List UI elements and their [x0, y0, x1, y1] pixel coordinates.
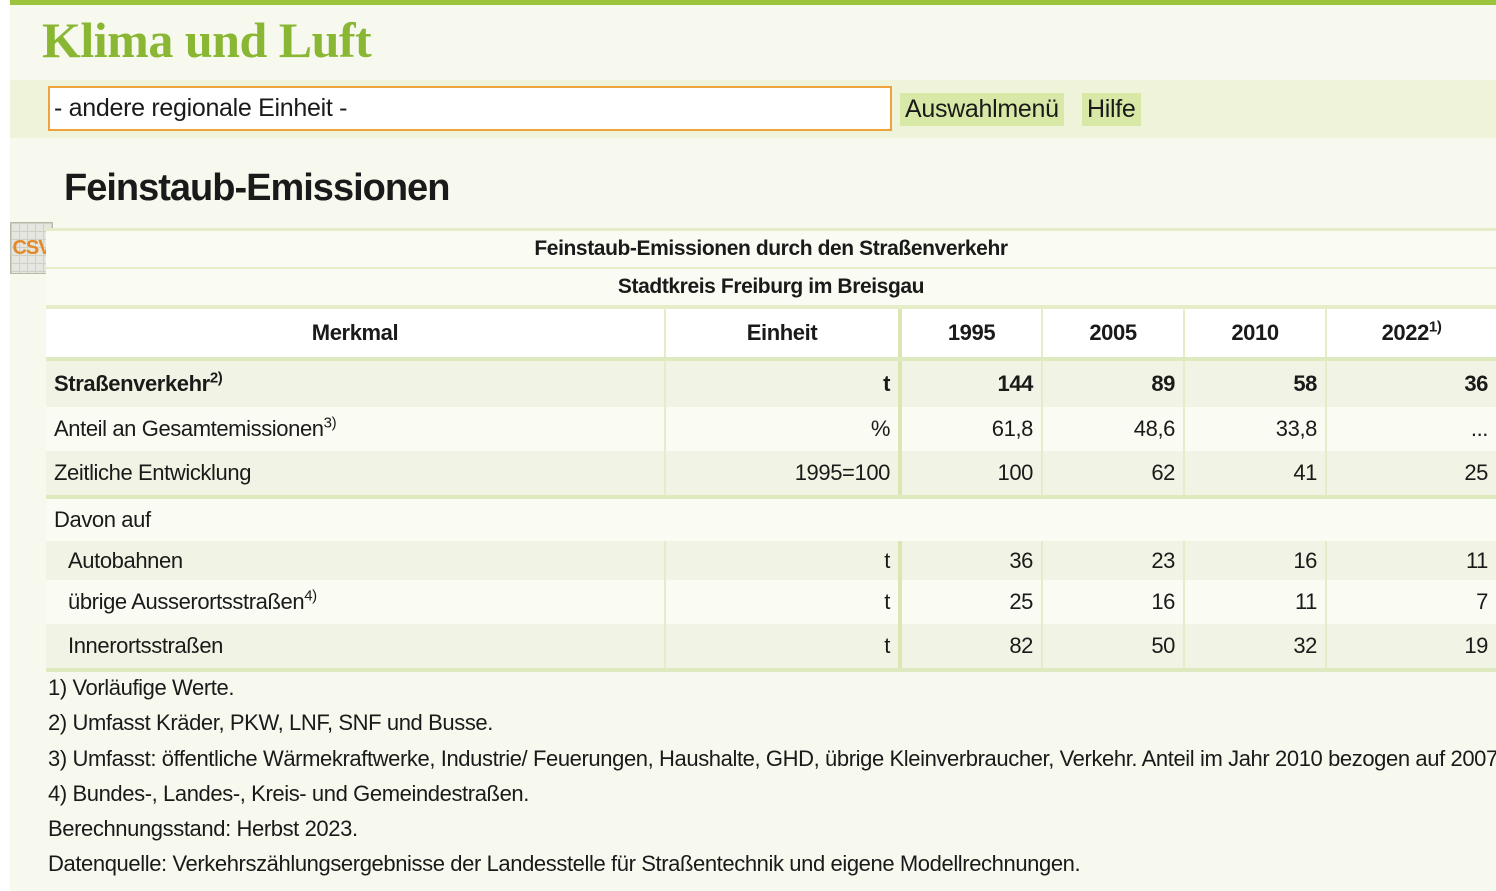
- cell: 82: [898, 624, 1042, 672]
- column-header: 20221): [1324, 305, 1496, 361]
- footnote: 4) Bundes-, Landes-, Kreis- und Gemeinde…: [48, 780, 529, 806]
- cell: 36: [898, 541, 1042, 580]
- cell: 23: [1041, 541, 1184, 580]
- cell: t: [664, 580, 900, 624]
- table-row: Straßenverkehr2) t 144 89 58 36: [46, 359, 1496, 407]
- cell: 32: [1183, 624, 1326, 672]
- cell-text: Zeitliche Entwicklung: [54, 460, 252, 485]
- table-row: Zeitliche Entwicklung 1995=100 100 62 41 25: [46, 451, 1496, 499]
- column-header: 2005: [1041, 305, 1184, 361]
- cell: 11: [1324, 541, 1496, 580]
- section-title: Feinstaub-Emissionen: [64, 167, 450, 209]
- cell-text: übrige Ausserortsstraßen: [68, 589, 305, 614]
- page-frame: Klima und Luft - andere regionale Einhei…: [10, 0, 1496, 891]
- cell: 19: [1324, 624, 1496, 672]
- footnote: 1) Vorläufige Werte.: [48, 675, 235, 700]
- row-label: übrige Ausserortsstraßen4): [46, 580, 665, 624]
- row-label: Davon auf: [46, 497, 1496, 541]
- footnotes: 1) Vorläufige Werte. 2) Umfasst Kräder, P…: [48, 670, 1496, 882]
- footnote-ref: 4): [304, 587, 317, 605]
- cell: 16: [1183, 541, 1326, 580]
- cell: 16: [1041, 580, 1184, 624]
- footnote-ref: 3): [323, 414, 337, 432]
- column-header: 1995: [898, 305, 1042, 361]
- row-label: Anteil an Gesamtemissionen3): [46, 407, 665, 451]
- cell-text: Merkmal: [311, 320, 399, 345]
- cell: 100: [898, 451, 1042, 499]
- cell: 41: [1183, 451, 1326, 499]
- cell: 144: [898, 359, 1042, 407]
- cell: %: [664, 407, 900, 451]
- table-row: Innerortsstraßen t 82 50 32 19: [46, 624, 1496, 672]
- cell: 62: [1041, 451, 1184, 499]
- page-title: Klima und Luft: [42, 12, 372, 68]
- toolbar: - andere regionale Einheit - Auswahlmenü…: [10, 80, 1496, 138]
- footnote: Datenquelle: Verkehrszählungsergebnisse …: [48, 851, 1081, 877]
- cell-text: Davon auf: [54, 507, 151, 532]
- row-label: Innerortsstraßen: [46, 624, 665, 672]
- table-row: übrige Ausserortsstraßen4) t 25 16 11 7: [46, 580, 1496, 624]
- cell-text: 1995: [947, 320, 996, 345]
- cell: t: [664, 541, 900, 580]
- cell: 25: [1324, 451, 1496, 499]
- cell: 48,6: [1041, 407, 1184, 451]
- column-header: Merkmal: [46, 305, 665, 361]
- footnote-ref: 1): [1428, 318, 1442, 336]
- cell: 50: [1041, 624, 1184, 672]
- cell-text: 2022: [1381, 320, 1430, 345]
- cell: 58: [1183, 359, 1326, 407]
- footnote: 2) Umfasst Kräder, PKW, LNF, SNF und Bus…: [48, 710, 493, 736]
- cell: 11: [1183, 580, 1326, 624]
- caption: Feinstaub-Emissionen durch den Straßenve…: [46, 228, 1496, 269]
- caption-row: Feinstaub-Emissionen durch den Straßenve…: [46, 228, 1496, 269]
- data-table: Feinstaub-Emissionen durch den Straßenve…: [46, 228, 1496, 672]
- cell: ...: [1324, 407, 1496, 451]
- cell-text: Innerortsstraßen: [68, 633, 224, 658]
- help-button[interactable]: Hilfe: [1082, 93, 1141, 126]
- footnote: Berechnungsstand: Herbst 2023.: [48, 816, 358, 842]
- cell-text: Einheit: [746, 320, 818, 345]
- cell-text: 2010: [1231, 320, 1279, 345]
- row-label: Autobahnen: [46, 541, 665, 580]
- csv-icon[interactable]: CSV: [10, 222, 53, 274]
- cell: 7: [1324, 580, 1496, 624]
- footnote: 3) Umfasst: öffentliche Wärmekraftwerke,…: [48, 745, 1496, 771]
- cell: 1995=100: [664, 451, 900, 499]
- cell-text: 2005: [1089, 320, 1137, 345]
- region-select[interactable]: - andere regionale Einheit -: [48, 86, 892, 131]
- cell: 61,8: [898, 407, 1042, 451]
- caption: Stadtkreis Freiburg im Breisgau: [46, 268, 1496, 308]
- row-label: Straßenverkehr2): [46, 359, 665, 407]
- cell-text: Autobahnen: [68, 547, 183, 573]
- cell-text: Anteil an Gesamtemissionen: [54, 416, 324, 441]
- caption-row: Stadtkreis Freiburg im Breisgau: [46, 268, 1496, 308]
- cell-text: Straßenverkehr: [54, 371, 210, 396]
- table-body: Straßenverkehr2) t 144 89 58 36 Anteil an Gesa…: [46, 359, 1496, 672]
- menu-button[interactable]: Auswahlmenü: [900, 93, 1064, 126]
- cell: 25: [898, 580, 1042, 624]
- table-row: Autobahnen t 36 23 16 11: [46, 541, 1496, 580]
- cell: 89: [1041, 359, 1184, 407]
- row-label: Zeitliche Entwicklung: [46, 451, 665, 499]
- cell: 36: [1324, 359, 1496, 407]
- column-header: 2010: [1183, 305, 1326, 361]
- cell: t: [664, 624, 900, 672]
- table-row: Anteil an Gesamtemissionen3)% 61,8 48,6 33,…: [46, 407, 1496, 451]
- cell: t: [664, 359, 900, 407]
- column-header: Einheit: [664, 305, 900, 361]
- table-head: Feinstaub-Emissionen durch den Straßenve…: [46, 228, 1496, 361]
- header-row: Merkmal Einheit 1995 2005 2010 20221): [46, 305, 1496, 361]
- table-row: Davon auf: [46, 497, 1496, 541]
- footnote-ref: 2): [209, 369, 223, 387]
- cell: 33,8: [1183, 407, 1326, 451]
